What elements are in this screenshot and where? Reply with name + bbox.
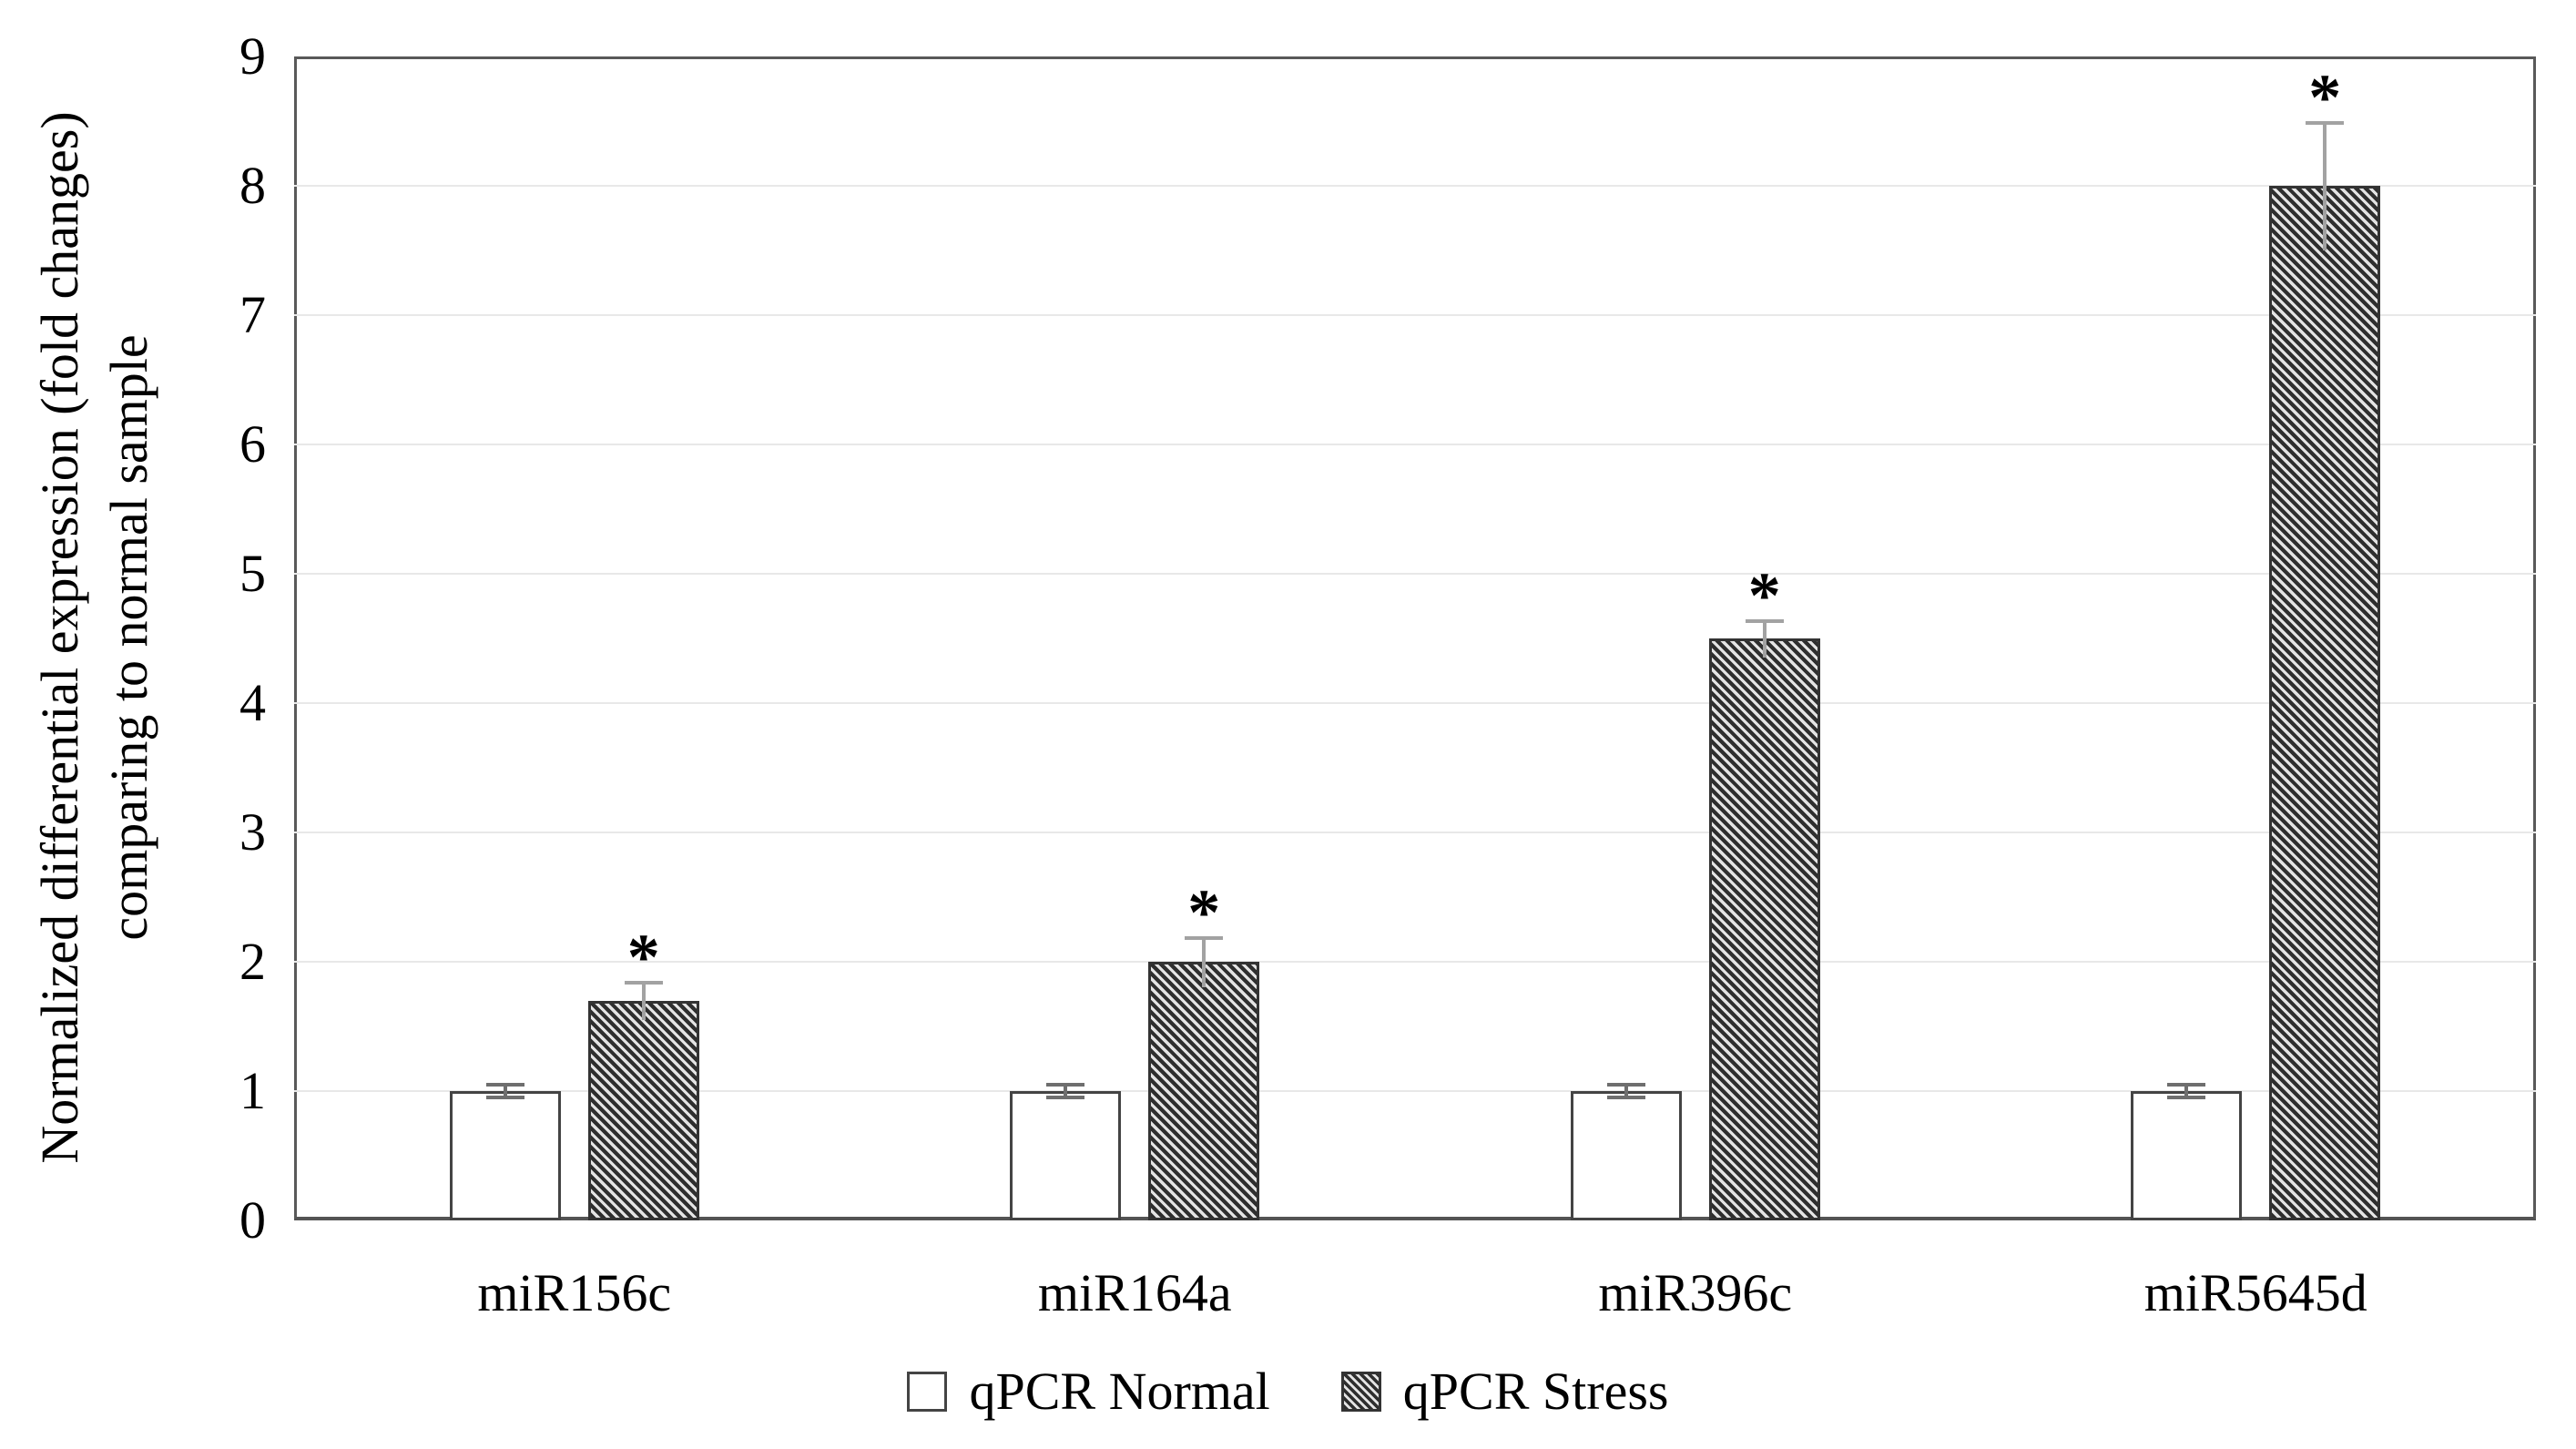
gridline-y8 <box>294 185 2536 187</box>
legend-item-normal: qPCR Normal <box>907 1357 1270 1426</box>
y-tick-label-7: 7 <box>239 285 266 344</box>
error-bar-cap-bottom <box>485 1095 524 1099</box>
error-bar-qpcr-stress-mir396c <box>1745 618 1784 658</box>
error-bar-qpcr-normal-mir396c <box>1606 1083 1645 1099</box>
bar-qpcr-stress-mir5645d <box>2269 186 2381 1220</box>
bar-qpcr-normal-mir164a <box>1010 1091 1122 1220</box>
y-axis-title-line1: Normalized differential expression (fold… <box>30 111 89 1164</box>
bar-qpcr-normal-mir5645d <box>2131 1091 2243 1220</box>
error-bar-line <box>1202 935 1207 988</box>
error-bar-line <box>1064 1083 1068 1099</box>
bar-qpcr-stress-mir164a <box>1148 962 1260 1220</box>
y-axis-title: Normalized differential expression (fold… <box>25 111 164 1163</box>
error-bar-qpcr-normal-mir5645d <box>2167 1083 2206 1099</box>
error-bar-cap-top <box>485 1083 524 1087</box>
gridline-y7 <box>294 314 2536 316</box>
bar-qpcr-normal-mir156c <box>449 1091 561 1220</box>
y-tick-label-9: 9 <box>239 26 266 86</box>
error-bar-qpcr-normal-mir164a <box>1046 1083 1085 1099</box>
error-bar-cap-bottom <box>1046 1095 1085 1099</box>
error-bar-qpcr-stress-mir156c <box>624 981 663 1020</box>
y-tick-label-3: 3 <box>239 802 266 862</box>
x-category-label-mir156c: miR156c <box>477 1263 672 1322</box>
error-bar-cap-top <box>2306 121 2345 125</box>
error-bar-cap-top <box>2167 1083 2206 1087</box>
error-bar-cap-top <box>624 981 663 985</box>
bar-qpcr-stress-mir396c <box>1708 638 1820 1220</box>
error-bar-qpcr-normal-mir156c <box>485 1083 524 1099</box>
x-category-label-mir396c: miR396c <box>1598 1263 1793 1322</box>
gridline-y4 <box>294 702 2536 704</box>
error-bar-line <box>2184 1083 2189 1099</box>
y-tick-label-4: 4 <box>239 673 266 732</box>
legend-label-normal: qPCR Normal <box>969 1362 1270 1421</box>
error-bar-cap-bottom <box>1606 1095 1645 1099</box>
error-bar-line <box>503 1083 507 1099</box>
significance-star-mir156c: * <box>626 921 660 995</box>
legend-label-stress: qPCR Stress <box>1402 1362 1669 1421</box>
error-bar-qpcr-stress-mir164a <box>1185 935 1224 988</box>
y-axis-title-line2: comparing to normal sample <box>99 334 158 941</box>
x-category-label-mir164a: miR164a <box>1037 1263 1232 1322</box>
error-bar-line <box>1762 618 1767 658</box>
gridline-y6 <box>294 444 2536 445</box>
significance-star-mir396c: * <box>1747 558 1781 632</box>
bar-qpcr-stress-mir156c <box>587 1000 699 1220</box>
y-tick-label-0: 0 <box>239 1190 266 1250</box>
gridline-y2 <box>294 961 2536 963</box>
bar-qpcr-normal-mir396c <box>1570 1091 1682 1220</box>
legend-swatch-stress <box>1340 1372 1381 1412</box>
y-tick-label-8: 8 <box>239 156 266 215</box>
x-category-label-mir5645d: miR5645d <box>2143 1263 2367 1322</box>
error-bar-qpcr-stress-mir5645d <box>2306 121 2345 250</box>
legend-swatch-normal <box>907 1372 948 1412</box>
error-bar-cap-top <box>1185 935 1224 940</box>
y-tick-label-1: 1 <box>239 1061 266 1120</box>
error-bar-line <box>1624 1083 1628 1099</box>
error-bar-cap-top <box>1606 1083 1645 1087</box>
y-tick-label-6: 6 <box>239 414 266 474</box>
error-bar-cap-top <box>1745 618 1784 623</box>
legend-item-stress: qPCR Stress <box>1340 1357 1669 1426</box>
significance-star-mir5645d: * <box>2308 61 2342 134</box>
gridline-y3 <box>294 832 2536 833</box>
gridline-y1 <box>294 1090 2536 1092</box>
error-bar-line <box>2323 121 2327 250</box>
legend: qPCR Normal qPCR Stress <box>0 1357 2576 1426</box>
y-tick-label-5: 5 <box>239 544 266 603</box>
error-bar-cap-top <box>1046 1083 1085 1087</box>
error-bar-cap-bottom <box>2167 1095 2206 1099</box>
significance-star-mir164a: * <box>1187 875 1221 949</box>
gridline-y5 <box>294 573 2536 575</box>
error-bar-line <box>641 981 646 1020</box>
y-tick-label-2: 2 <box>239 932 266 991</box>
